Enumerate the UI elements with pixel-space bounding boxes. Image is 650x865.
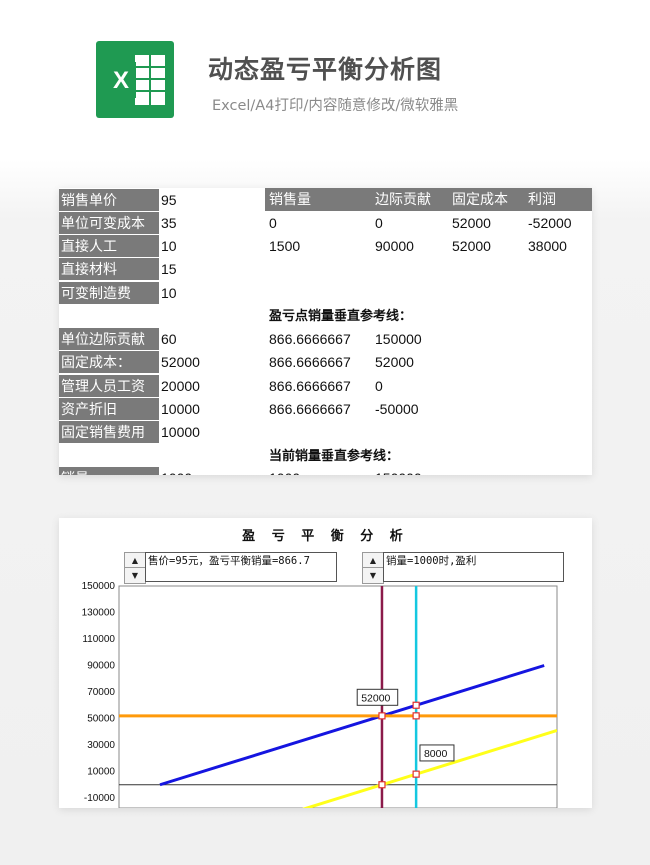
spreadsheet-panel: 销售单价 95 单位可变成本 35 直接人工 10 直接材料 15 可变制造费 … [59,188,592,475]
value-direct-material[interactable]: 15 [161,261,177,277]
y-tick-label: 110000 [82,634,115,645]
page-subtitle: Excel/A4打印/内容随意修改/微软雅黑 [212,98,459,114]
table-header-bar [265,188,592,211]
label-variable-overhead: 可变制造费 [59,282,159,304]
table-cell[interactable]: 38000 [528,238,567,254]
current-volume-note: 当前销量垂直参考线： [269,448,400,463]
y-tick-label: 150000 [82,581,116,592]
table-header-volume: 销售量 [269,191,311,207]
callout-box [356,688,399,706]
chart-title: 盈 亏 平 衡 分 析 [242,529,409,544]
table-cell[interactable]: 0 [375,215,383,231]
y-tick-label: 130000 [82,608,116,619]
breakeven-cell[interactable]: 150000 [375,331,422,347]
label-unit-variable-cost: 单位可变成本 [59,212,159,234]
price-down-arrow-icon[interactable]: ▼ [131,571,139,580]
price-spinner[interactable]: ▲ ▼ [124,552,146,584]
label-volume-cut: 销量 [59,467,159,475]
y-tick-label: -10000 [84,793,116,804]
breakeven-cell[interactable]: 866.6666667 [269,401,351,417]
breakeven-cell[interactable]: 866.6666667 [269,378,351,394]
value-volume-cut[interactable]: 1000 [161,467,192,475]
callout-box [419,744,455,762]
y-tick-label: 70000 [87,687,115,698]
y-tick-label: 50000 [87,714,115,725]
callout-label: 52000 [361,692,390,704]
label-fixed-cost: 固定成本： [59,351,159,373]
current-cell[interactable]: 150000 [375,467,422,475]
y-tick-label: 30000 [87,740,115,751]
value-direct-labor[interactable]: 10 [161,238,177,254]
volume-info-box: 销量=1000时,盈利 [383,552,564,582]
breakeven-cell[interactable]: 0 [375,378,383,394]
chart-panel: 盈 亏 平 衡 分 析 ▲ ▼ 售价=95元，盈亏平衡销量=866.7 ▲ ▼ … [59,518,592,808]
table-header-contribution: 边际贡献 [375,191,431,207]
plot-area-border [118,585,558,808]
label-depreciation: 资产折旧 [59,398,159,420]
value-unit-price[interactable]: 95 [161,192,177,208]
breakeven-cell[interactable]: 866.6666667 [269,331,351,347]
callout-label: 8000 [424,748,448,760]
label-direct-labor: 直接人工 [59,235,159,257]
price-up-arrow-icon[interactable]: ▲ [125,553,145,568]
label-management-salary: 管理人员工资 [59,375,159,397]
data-point-marker [412,701,420,709]
y-tick-label: 10000 [87,767,115,778]
table-cell[interactable]: 52000 [452,215,491,231]
breakeven-cell[interactable]: 866.6666667 [269,354,351,370]
y-tick-label: 90000 [87,661,115,672]
excel-icon: X [96,41,174,118]
label-direct-material: 直接材料 [59,258,159,280]
data-point-marker [412,770,420,778]
table-cell[interactable]: 0 [269,215,277,231]
table-header-profit: 利润 [528,191,556,207]
excel-logo: X [96,41,174,118]
value-unit-variable-cost[interactable]: 35 [161,215,177,231]
value-variable-overhead[interactable]: 10 [161,285,177,301]
data-point-marker [412,712,420,720]
breakeven-cell[interactable]: -50000 [375,401,419,417]
chart-plot: 150000 130000 110000 90000 70000 50000 30000 10… [82,581,558,808]
page-title: 动态盈亏平衡分析图 [208,55,443,84]
table-cell[interactable]: 90000 [375,238,414,254]
table-cell[interactable]: -52000 [528,215,572,231]
label-unit-contribution: 单位边际贡献 [59,328,159,350]
table-header-fixed-cost: 固定成本 [452,191,508,207]
volume-up-arrow-icon[interactable]: ▲ [363,553,383,568]
table-cell[interactable]: 1500 [269,238,301,254]
table-cell[interactable]: 52000 [452,238,491,254]
price-info-box: 售价=95元，盈亏平衡销量=866.7 [145,552,337,582]
excel-logo-letter: X [113,67,129,94]
data-point-marker [378,781,386,789]
label-unit-price: 销售单价 [59,189,159,211]
value-fixed-cost[interactable]: 52000 [161,354,200,370]
label-fixed-selling-cost: 固定销售费用 [59,421,159,443]
breakeven-note: 盈亏点销量垂直参考线： [269,308,413,323]
breakeven-cell[interactable]: 52000 [375,354,414,370]
value-unit-contribution[interactable]: 60 [161,331,177,347]
volume-down-arrow-icon[interactable]: ▼ [369,571,377,580]
value-management-salary[interactable]: 20000 [161,378,200,394]
data-point-marker [378,712,386,720]
value-fixed-selling-cost[interactable]: 10000 [161,424,200,440]
series-line-profit [302,728,557,808]
series-group [119,586,557,808]
series-line-marginal-contribution [159,664,545,787]
value-depreciation[interactable]: 10000 [161,401,200,417]
current-cell[interactable]: 1000 [269,467,300,475]
